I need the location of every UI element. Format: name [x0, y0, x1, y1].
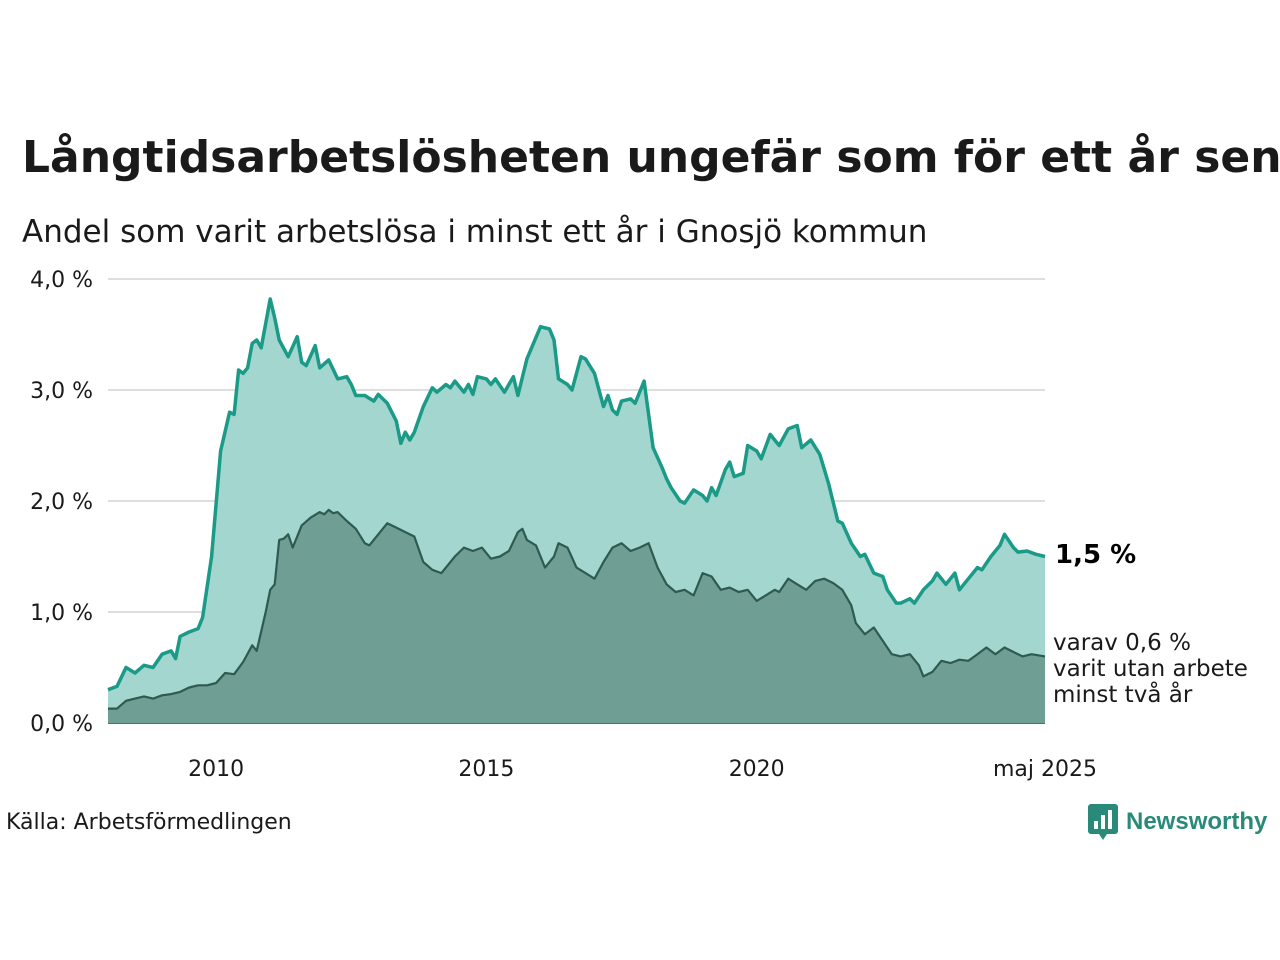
long-end-label-line2: varit utan arbete — [1053, 656, 1248, 682]
axis-tick-labels: 0,0 % 1,0 % 2,0 % 3,0 % 4,0 % 2010 2015 2020 maj… — [30, 268, 1097, 782]
x-tick-label: 2010 — [188, 757, 244, 782]
y-tick-label: 4,0 % — [30, 268, 93, 293]
x-tick-label: maj 2025 — [993, 757, 1097, 782]
newsworthy-logo-icon — [1088, 804, 1118, 840]
series-line-long — [108, 508, 1046, 710]
series-line-total — [107, 297, 1046, 692]
chart-subtitle: Andel som varit arbetslösa i minst ett å… — [22, 214, 928, 250]
y-tick-label: 2,0 % — [30, 490, 93, 515]
series-area-long — [108, 509, 1045, 723]
long-end-label-line3: minst två år — [1053, 680, 1193, 708]
newsworthy-logo: Newsworthy — [1088, 804, 1267, 840]
y-tick-label: 1,0 % — [30, 601, 93, 626]
source-note: Källa: Arbetsförmedlingen — [6, 810, 292, 835]
chart-title: Långtidsarbetslösheten ungefär som för e… — [22, 132, 1280, 183]
end-labels: 1,5 % varav 0,6 % varit utan arbete mins… — [1053, 540, 1248, 708]
x-tick-label: 2015 — [458, 757, 514, 782]
y-tick-label: 0,0 % — [30, 712, 93, 737]
area-chart: 0,0 % 1,0 % 2,0 % 3,0 % 4,0 % 2010 2015 2020 maj… — [30, 268, 1248, 782]
total-end-label: 1,5 % — [1055, 540, 1136, 570]
y-tick-label: 3,0 % — [30, 379, 93, 404]
x-tick-label: 2020 — [729, 757, 785, 782]
long-end-label-line1: varav 0,6 % — [1053, 630, 1191, 656]
newsworthy-brand-text: Newsworthy — [1126, 808, 1268, 835]
series-areas — [107, 297, 1046, 723]
